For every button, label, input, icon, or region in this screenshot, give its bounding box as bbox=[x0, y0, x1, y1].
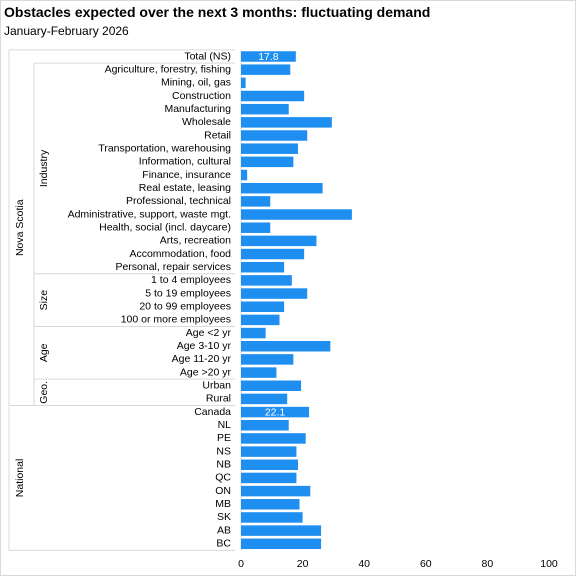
category-label: Personal, repair services bbox=[115, 261, 231, 273]
bar bbox=[241, 196, 271, 207]
category-label: Age >20 yr bbox=[180, 366, 232, 378]
category-label: Wholesale bbox=[182, 116, 231, 128]
bar bbox=[241, 248, 305, 260]
category-label: Administrative, support, waste mgt. bbox=[68, 208, 231, 220]
chart-subtitle: January-February 2026 bbox=[4, 24, 129, 38]
category-label: MB bbox=[215, 498, 231, 510]
x-tick-label: 40 bbox=[358, 558, 370, 570]
category-label: Mining, oil, gas bbox=[161, 77, 231, 89]
x-tick-label: 80 bbox=[482, 558, 494, 570]
bar bbox=[241, 446, 297, 457]
category-label: Age 11-20 yr bbox=[172, 353, 232, 365]
bar bbox=[241, 51, 296, 62]
bar bbox=[241, 472, 297, 484]
category-label: Professional, technical bbox=[126, 195, 231, 207]
category-label: 20 to 99 employees bbox=[139, 301, 231, 313]
bar bbox=[241, 169, 248, 181]
x-tick-label: 60 bbox=[420, 558, 432, 570]
bar bbox=[241, 222, 271, 233]
x-tick-label: 20 bbox=[297, 558, 309, 570]
bar bbox=[241, 433, 306, 444]
outer-group-label: Nova Scotia bbox=[14, 199, 26, 256]
bar bbox=[241, 275, 292, 286]
bar bbox=[241, 420, 289, 431]
bar bbox=[241, 235, 317, 247]
category-label: 5 to 19 employees bbox=[145, 287, 231, 299]
bar bbox=[241, 209, 352, 220]
category-label: QC bbox=[215, 472, 231, 484]
category-label: Construction bbox=[172, 90, 231, 102]
bar bbox=[241, 327, 266, 339]
outer-group-label: National bbox=[14, 459, 26, 498]
bar bbox=[241, 130, 308, 141]
category-label: Urban bbox=[202, 380, 231, 392]
category-label: NB bbox=[216, 459, 231, 471]
bar bbox=[241, 459, 298, 471]
bar bbox=[241, 143, 298, 154]
category-label: Manufacturing bbox=[164, 103, 231, 115]
category-label: NL bbox=[218, 419, 232, 431]
category-label: BC bbox=[216, 538, 231, 550]
bar bbox=[241, 340, 331, 352]
category-label: Rural bbox=[206, 393, 231, 405]
inner-group-label: Industry bbox=[38, 149, 50, 187]
bar bbox=[241, 64, 291, 75]
bar bbox=[241, 288, 308, 299]
inner-group-label: Size bbox=[38, 290, 50, 311]
bar bbox=[241, 393, 288, 405]
bar bbox=[241, 156, 294, 168]
bar-data-label: 22.1 bbox=[265, 406, 286, 418]
bar-data-label: 17.8 bbox=[258, 51, 279, 63]
category-label: Information, cultural bbox=[139, 156, 231, 168]
category-label: Agriculture, forestry, fishing bbox=[105, 63, 232, 75]
x-tick-label: 0 bbox=[238, 558, 244, 570]
bar bbox=[241, 367, 277, 378]
chart-title: Obstacles expected over the next 3 month… bbox=[4, 4, 431, 20]
category-label: AB bbox=[217, 524, 231, 536]
bar bbox=[241, 380, 302, 391]
bar bbox=[241, 525, 322, 536]
category-label: Transportation, warehousing bbox=[98, 142, 231, 154]
category-label: Retail bbox=[204, 129, 231, 141]
category-label: Age 3-10 yr bbox=[177, 340, 232, 352]
bar bbox=[241, 314, 280, 326]
bar bbox=[241, 538, 322, 550]
category-label: SK bbox=[217, 511, 231, 523]
bar bbox=[241, 103, 289, 115]
category-label: PE bbox=[217, 432, 231, 444]
category-label: Accommodation, food bbox=[129, 248, 231, 260]
category-label: NS bbox=[216, 445, 231, 457]
bar bbox=[241, 117, 332, 128]
inner-group-label: Geo. bbox=[38, 381, 50, 404]
bar bbox=[241, 485, 311, 497]
category-label: Real estate, leasing bbox=[139, 182, 231, 194]
category-label: Finance, insurance bbox=[142, 169, 231, 181]
category-label: Arts, recreation bbox=[160, 235, 231, 247]
bar bbox=[241, 406, 310, 418]
bar bbox=[241, 261, 285, 273]
category-label: 100 or more employees bbox=[121, 314, 231, 326]
bar bbox=[241, 182, 323, 194]
category-label: 1 to 4 employees bbox=[151, 274, 231, 286]
bar bbox=[241, 499, 300, 510]
category-label: ON bbox=[215, 485, 231, 497]
category-label: Canada bbox=[194, 406, 231, 418]
bar bbox=[241, 90, 305, 102]
x-tick-label: 100 bbox=[540, 558, 558, 570]
bar bbox=[241, 301, 285, 312]
category-label: Health, social (incl. daycare) bbox=[99, 221, 231, 233]
category-label: Age <2 yr bbox=[186, 327, 232, 339]
bar bbox=[241, 77, 246, 89]
bar bbox=[241, 512, 303, 523]
bar bbox=[241, 354, 294, 365]
category-label: Total (NS) bbox=[184, 50, 231, 62]
inner-group-label: Age bbox=[38, 343, 50, 362]
